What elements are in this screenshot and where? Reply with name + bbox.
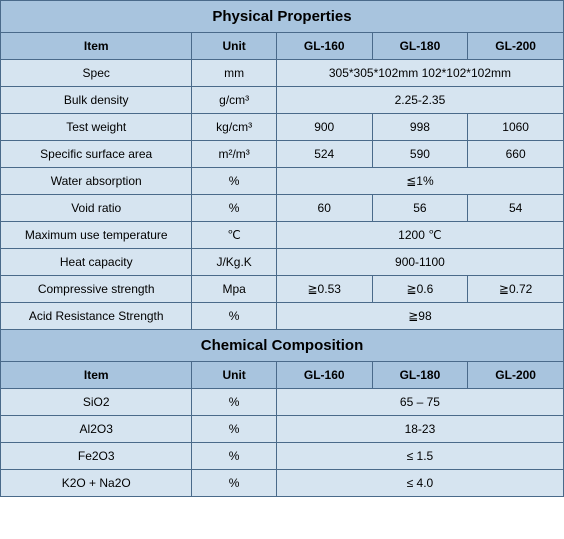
cell-gl160: ≧0.53 (276, 276, 372, 303)
physical-header-row: Item Unit GL-160 GL-180 GL-200 (1, 33, 564, 60)
cell-unit: m²/m³ (192, 141, 276, 168)
cell-merged: ≤ 4.0 (276, 470, 563, 497)
cell-unit: kg/cm³ (192, 114, 276, 141)
row-max-temp: Maximum use temperature ℃ 1200 ℃ (1, 222, 564, 249)
physical-title-row: Physical Properties (1, 1, 564, 33)
cell-unit: % (192, 470, 276, 497)
cell-merged: 65 – 75 (276, 389, 563, 416)
cell-unit: % (192, 195, 276, 222)
row-compressive-strength: Compressive strength Mpa ≧0.53 ≧0.6 ≧0.7… (1, 276, 564, 303)
header-unit: Unit (192, 33, 276, 60)
row-sio2: SiO2 % 65 – 75 (1, 389, 564, 416)
row-heat-capacity: Heat capacity J/Kg.K 900-1100 (1, 249, 564, 276)
cell-merged: ≦1% (276, 168, 563, 195)
cell-item: SiO2 (1, 389, 192, 416)
chemical-title-row: Chemical Composition (1, 330, 564, 362)
cell-unit: % (192, 443, 276, 470)
header-gl160: GL-160 (276, 33, 372, 60)
cell-item: Acid Resistance Strength (1, 303, 192, 330)
cell-unit: % (192, 168, 276, 195)
physical-title: Physical Properties (1, 1, 564, 33)
cell-item: Bulk density (1, 87, 192, 114)
cell-item: Spec (1, 60, 192, 87)
cell-unit: % (192, 416, 276, 443)
cell-item: Specific surface area (1, 141, 192, 168)
cell-unit: g/cm³ (192, 87, 276, 114)
row-surface-area: Specific surface area m²/m³ 524 590 660 (1, 141, 564, 168)
cell-gl180: 998 (372, 114, 468, 141)
cell-gl200: 660 (468, 141, 564, 168)
header-gl200: GL-200 (468, 362, 564, 389)
header-item: Item (1, 362, 192, 389)
header-item: Item (1, 33, 192, 60)
cell-gl200: ≧0.72 (468, 276, 564, 303)
cell-gl180: 56 (372, 195, 468, 222)
row-water-absorption: Water absorption % ≦1% (1, 168, 564, 195)
cell-gl160: 900 (276, 114, 372, 141)
cell-item: Fe2O3 (1, 443, 192, 470)
cell-unit: ℃ (192, 222, 276, 249)
row-bulk-density: Bulk density g/cm³ 2.25-2.35 (1, 87, 564, 114)
chemical-header-row: Item Unit GL-160 GL-180 GL-200 (1, 362, 564, 389)
cell-unit: % (192, 389, 276, 416)
cell-merged: 1200 ℃ (276, 222, 563, 249)
cell-unit: mm (192, 60, 276, 87)
cell-merged: 2.25-2.35 (276, 87, 563, 114)
row-spec: Spec mm 305*305*102mm 102*102*102mm (1, 60, 564, 87)
header-gl180: GL-180 (372, 362, 468, 389)
header-gl180: GL-180 (372, 33, 468, 60)
row-acid-resistance: Acid Resistance Strength % ≧98 (1, 303, 564, 330)
row-test-weight: Test weight kg/cm³ 900 998 1060 (1, 114, 564, 141)
cell-merged: 305*305*102mm 102*102*102mm (276, 60, 563, 87)
row-fe2o3: Fe2O3 % ≤ 1.5 (1, 443, 564, 470)
cell-gl160: 60 (276, 195, 372, 222)
header-unit: Unit (192, 362, 276, 389)
cell-gl160: 524 (276, 141, 372, 168)
row-al2o3: Al2O3 % 18-23 (1, 416, 564, 443)
header-gl160: GL-160 (276, 362, 372, 389)
header-gl200: GL-200 (468, 33, 564, 60)
cell-unit: J/Kg.K (192, 249, 276, 276)
cell-merged: 900-1100 (276, 249, 563, 276)
row-k2o-na2o: K2O + Na2O % ≤ 4.0 (1, 470, 564, 497)
chemical-title: Chemical Composition (1, 330, 564, 362)
cell-merged: ≧98 (276, 303, 563, 330)
cell-merged: ≤ 1.5 (276, 443, 563, 470)
cell-item: K2O + Na2O (1, 470, 192, 497)
cell-gl180: ≧0.6 (372, 276, 468, 303)
cell-unit: % (192, 303, 276, 330)
cell-gl180: 590 (372, 141, 468, 168)
cell-merged: 18-23 (276, 416, 563, 443)
cell-item: Heat capacity (1, 249, 192, 276)
cell-item: Water absorption (1, 168, 192, 195)
cell-item: Maximum use temperature (1, 222, 192, 249)
properties-table: Physical Properties Item Unit GL-160 GL-… (0, 0, 564, 497)
cell-item: Compressive strength (1, 276, 192, 303)
cell-item: Void ratio (1, 195, 192, 222)
cell-item: Al2O3 (1, 416, 192, 443)
cell-unit: Mpa (192, 276, 276, 303)
row-void-ratio: Void ratio % 60 56 54 (1, 195, 564, 222)
cell-gl200: 54 (468, 195, 564, 222)
cell-gl200: 1060 (468, 114, 564, 141)
cell-item: Test weight (1, 114, 192, 141)
